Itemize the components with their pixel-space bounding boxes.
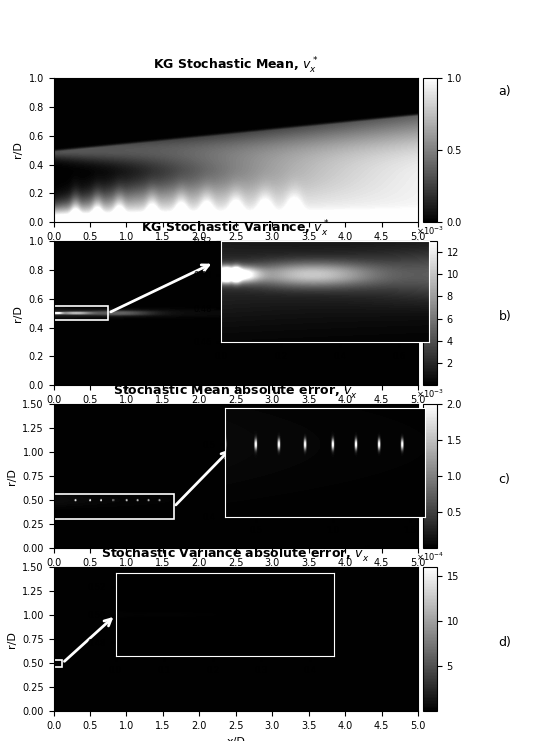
X-axis label: x/D: x/D <box>226 574 245 584</box>
Text: c): c) <box>498 473 510 486</box>
Bar <box>54 494 174 519</box>
X-axis label: x/D: x/D <box>226 247 245 258</box>
Text: d): d) <box>498 637 511 649</box>
Title: KG Stochastic Mean, $v_x^*$: KG Stochastic Mean, $v_x^*$ <box>153 56 318 76</box>
Text: $\times10^{-3}$: $\times10^{-3}$ <box>416 225 444 237</box>
Y-axis label: r/D: r/D <box>13 305 23 322</box>
X-axis label: x/D: x/D <box>226 737 245 741</box>
Title: Stochastic Mean absolute error, $v_x^*$: Stochastic Mean absolute error, $v_x^*$ <box>113 382 359 402</box>
Text: $\times10^{-3}$: $\times10^{-3}$ <box>416 388 444 400</box>
Title: Stochastic Variance absolute error, $v_x^*$: Stochastic Variance absolute error, $v_x… <box>101 545 371 565</box>
Y-axis label: r/D: r/D <box>6 631 17 648</box>
Title: KG Stochastic Variance, $v_x^*$: KG Stochastic Variance, $v_x^*$ <box>142 219 330 239</box>
Text: $\times10^{-4}$: $\times10^{-4}$ <box>416 551 444 563</box>
Text: a): a) <box>498 85 511 98</box>
Y-axis label: r/D: r/D <box>13 142 23 159</box>
Y-axis label: r/D: r/D <box>6 468 17 485</box>
Bar <box>54 306 108 320</box>
Text: b): b) <box>498 310 511 323</box>
X-axis label: x/D: x/D <box>226 411 245 421</box>
Bar <box>54 659 62 667</box>
